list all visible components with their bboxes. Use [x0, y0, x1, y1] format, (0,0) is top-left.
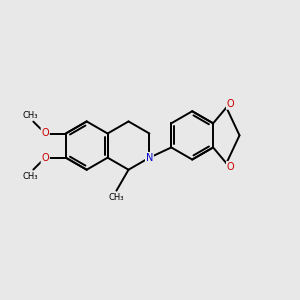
Text: O: O — [41, 153, 49, 163]
Text: O: O — [227, 99, 234, 109]
Text: O: O — [227, 162, 234, 172]
Text: O: O — [41, 128, 49, 138]
Text: CH₃: CH₃ — [108, 194, 124, 202]
Text: CH₃: CH₃ — [22, 111, 38, 120]
Text: N: N — [146, 153, 153, 163]
Text: CH₃: CH₃ — [22, 172, 38, 181]
